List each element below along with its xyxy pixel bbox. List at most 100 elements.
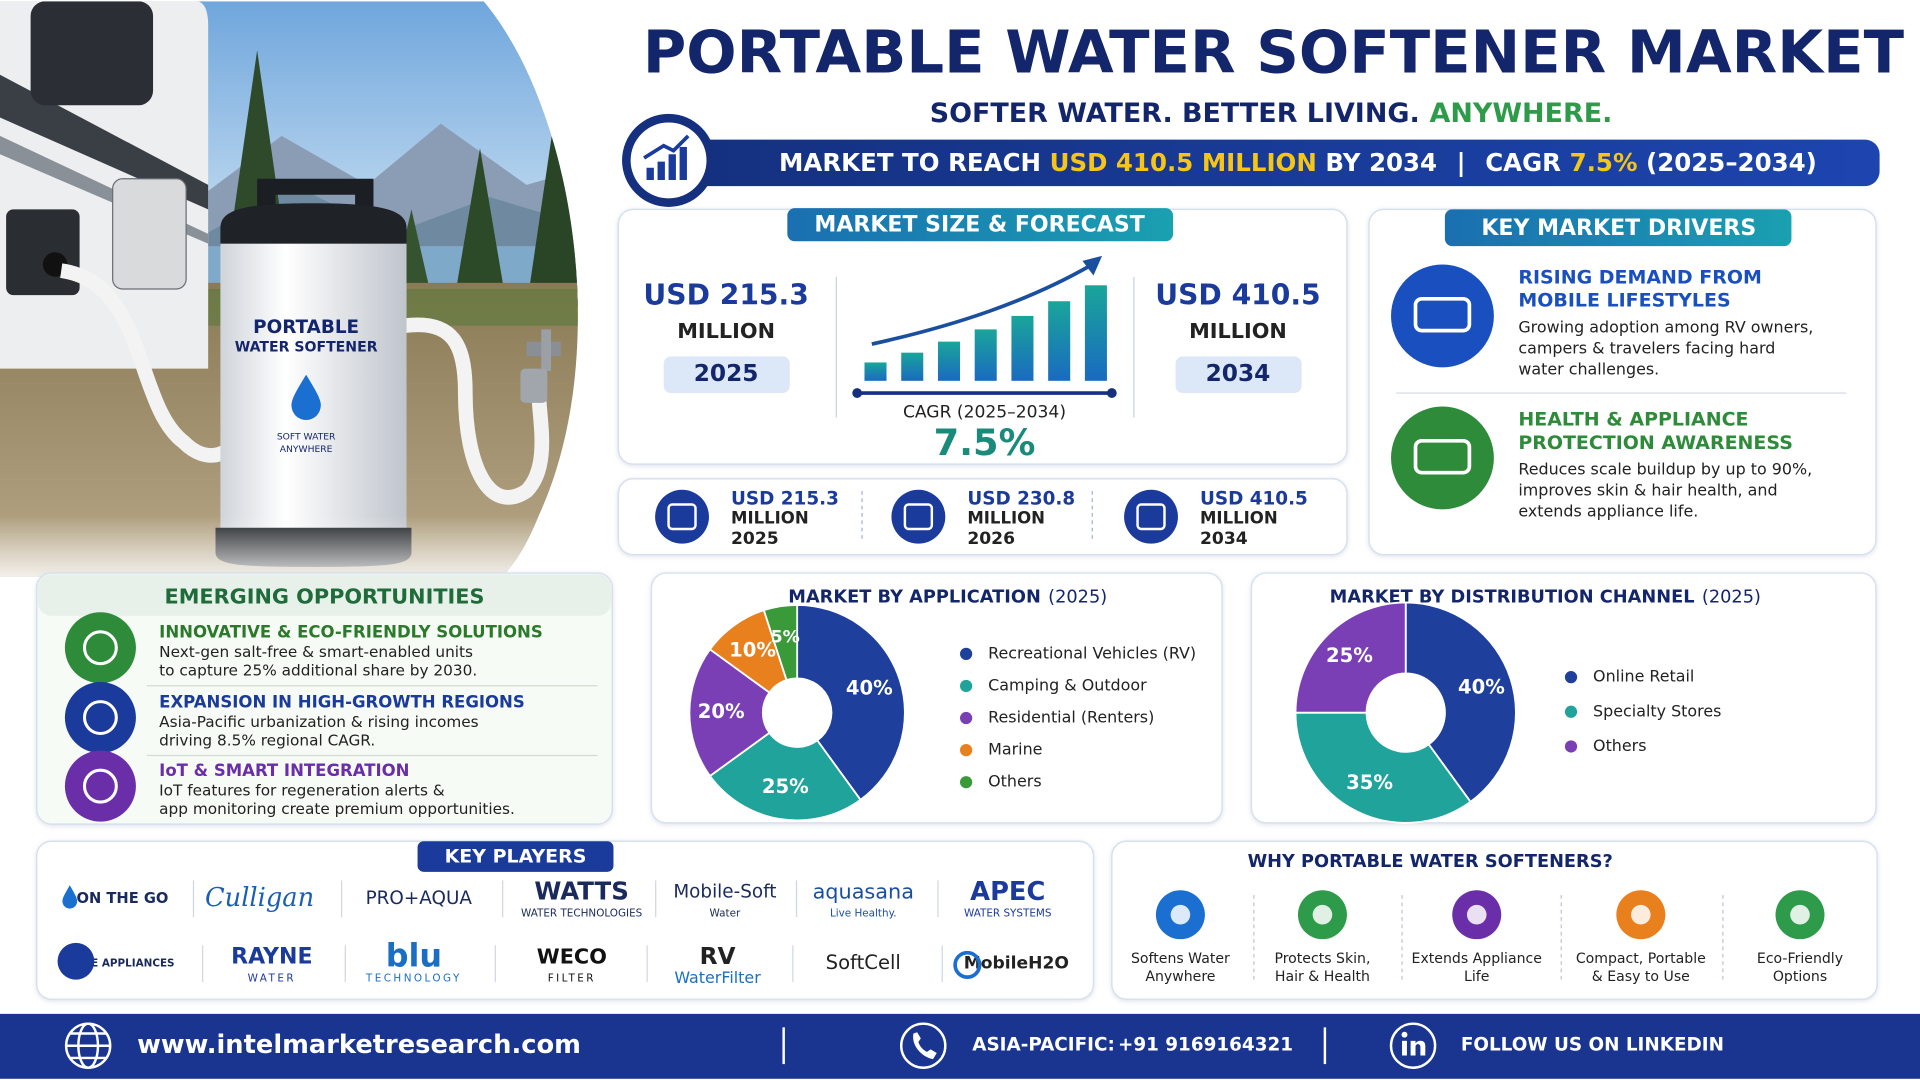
driver-icon-glyph (1413, 296, 1472, 333)
banner-text-part: (2025–2034) (1646, 148, 1817, 177)
why-icon-glyph (1170, 904, 1191, 925)
banner-text-part: USD 410.5 MILLION (1050, 148, 1317, 177)
forecast-year: 2034 (1206, 360, 1271, 387)
player-sub: WaterFilter (674, 968, 761, 987)
opportunity-text: app monitoring create premium opportunit… (159, 800, 515, 818)
growth-arrow (871, 262, 1094, 346)
player-sub: FILTER (548, 972, 596, 984)
stat-year: 2034 (1200, 529, 1248, 549)
footer-phone: +91 9169164321 (1118, 1035, 1293, 1056)
cagr-value: 7.5% (934, 421, 1036, 464)
product-label: PORTABLE (253, 317, 359, 338)
opportunity-text: Asia-Pacific urbanization & rising incom… (159, 713, 478, 731)
pie-slice (688, 648, 771, 778)
player-name: PRO+AQUA (366, 888, 473, 909)
slice-label: 10% (729, 639, 776, 662)
chart-title: MARKET BY APPLICATION (2025) (788, 588, 1107, 608)
pie-slice (762, 603, 799, 682)
banner-icon-bars (643, 134, 690, 180)
player-sub: Water (710, 907, 741, 919)
cagr-label: CAGR (2025–2034) (903, 403, 1066, 423)
opportunity-heading: EXPANSION IN HIGH-GROWTH REGIONS (159, 692, 525, 711)
opportunity-icon (64, 750, 136, 822)
opportunity-text: Next-gen salt-free & smart-enabled units (159, 643, 473, 661)
driver-icon-glyph (1413, 438, 1472, 475)
why-label: Compact, Portable (1576, 951, 1706, 967)
legend-swatch (960, 711, 973, 725)
pie-slice (1294, 601, 1407, 714)
stat-icon-glyph (667, 503, 697, 531)
why-label: Eco-Friendly (1757, 951, 1843, 967)
stat-year: 2025 (731, 529, 779, 549)
stat-unit: MILLION (967, 509, 1045, 528)
why-label: Life (1464, 969, 1489, 985)
footer-website: www.intelmarketresearch.com (137, 1030, 581, 1060)
banner-text-part: BY 2034 (1325, 148, 1437, 177)
legend-swatch (1564, 740, 1578, 753)
drivers-title: KEY MARKET DRIVERS (1481, 216, 1756, 241)
player-name: Culligan (205, 883, 314, 913)
legend-label: Residential (Renters) (988, 708, 1154, 727)
chart-title-part: (2025) (1702, 588, 1761, 608)
driver-heading: RISING DEMAND FROM (1518, 266, 1761, 288)
legend-label: Specialty Stores (1593, 701, 1721, 720)
globe-icon (64, 1022, 112, 1069)
player-name: APEC (970, 877, 1045, 907)
logo-mobileh2o (953, 950, 982, 979)
why-label: Protects Skin, (1274, 951, 1370, 967)
opportunity-icon-glyph (82, 768, 118, 804)
player-name: RAYNE (231, 945, 312, 970)
cards (36, 208, 1878, 1000)
opportunity-icon-glyph (82, 630, 118, 666)
stat-value: USD 215.3 (731, 489, 839, 510)
why-label: Anywhere (1145, 969, 1215, 985)
legend-swatch (960, 647, 973, 660)
driver-text: extends appliance life. (1518, 501, 1698, 520)
tagline-part: ANYWHERE. (1429, 97, 1612, 128)
legend-label: Recreational Vehicles (RV) (988, 643, 1196, 662)
stat-unit: MILLION (731, 509, 809, 528)
player-name: aquasana (813, 880, 914, 904)
forecast-unit: MILLION (1189, 319, 1287, 343)
opportunities-title: EMERGING OPPORTUNITIES (165, 585, 485, 609)
why-label: Softens Water (1131, 951, 1230, 967)
player-name: ON THE GO (77, 890, 169, 907)
legend-label: Others (988, 772, 1041, 791)
logo-drop (62, 885, 78, 909)
why-title: WHY PORTABLE WATER SOFTENERS? (1248, 852, 1613, 872)
opportunity-text: driving 8.5% regional CAGR. (159, 731, 375, 749)
driver-text: improves skin & hair health, and (1518, 481, 1777, 500)
tagline-part: SOFTER WATER. BETTER LIVING. (930, 97, 1420, 128)
slice-label: 40% (1458, 676, 1505, 699)
product-tag: ANYWHERE (280, 444, 333, 455)
linkedin-glyph (1401, 1031, 1426, 1056)
player-name: GE APPLIANCES (83, 958, 175, 970)
why-label: Options (1773, 969, 1827, 985)
driver-text: campers & travelers facing hard (1518, 338, 1775, 357)
player-name: blu (386, 937, 442, 975)
growth-bars-icon (864, 285, 1107, 381)
linkedin-icon (1389, 1022, 1437, 1069)
forecast-value: USD 215.3 (643, 278, 808, 311)
tagline: SOFTER WATER. BETTER LIVING. ANYWHERE. (930, 97, 1613, 128)
year-pill (663, 356, 790, 394)
legend-label: Others (1593, 736, 1646, 755)
banner-text-part: 7.5% (1570, 148, 1638, 177)
footer-band (0, 1013, 1920, 1079)
baseline-dot (1106, 388, 1117, 398)
player-name: RV (700, 943, 736, 970)
player-name: Mobile-Soft (673, 882, 776, 903)
why-label: & Easy to Use (1592, 969, 1690, 985)
player-name: WATTS (534, 877, 629, 906)
why-icon-glyph (1790, 904, 1810, 925)
stat-unit: MILLION (1200, 509, 1278, 528)
footer-social: FOLLOW US ON LINKEDIN (1461, 1035, 1724, 1056)
growth-arrow-head (1082, 255, 1103, 276)
opportunities-header (37, 574, 612, 616)
chart-title-part: (2025) (1048, 588, 1107, 608)
stat-value: USD 230.8 (967, 489, 1075, 510)
stat-year: 2026 (967, 529, 1015, 549)
driver-icon (1391, 406, 1494, 510)
